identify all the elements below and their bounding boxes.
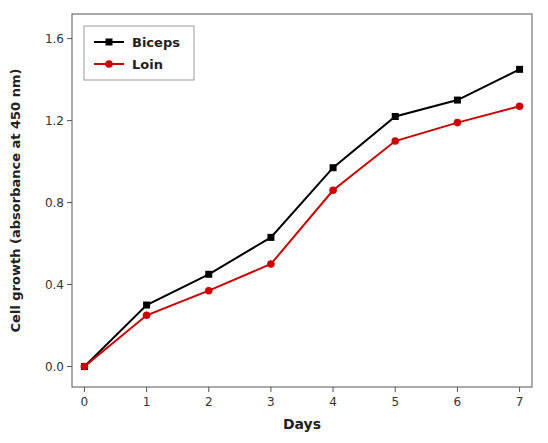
- legend-label: Loin: [132, 57, 163, 72]
- x-tick: [457, 387, 458, 392]
- x-tick: [395, 387, 396, 392]
- y-tick: [67, 120, 72, 121]
- x-tick-label: 7: [516, 395, 524, 409]
- y-tick: [67, 366, 72, 367]
- legend-label: Biceps: [132, 35, 180, 50]
- y-tick-label: 0.0: [45, 360, 64, 374]
- y-tick: [67, 202, 72, 203]
- x-tick: [146, 387, 147, 392]
- x-tick: [208, 387, 209, 392]
- x-tick-label: 1: [143, 395, 151, 409]
- x-tick-label: 0: [81, 395, 89, 409]
- data-point: [391, 137, 399, 145]
- x-tick-label: 6: [454, 395, 462, 409]
- legend-marker: [106, 39, 113, 46]
- y-tick: [67, 38, 72, 39]
- legend-marker: [105, 60, 113, 68]
- data-point: [81, 363, 89, 371]
- data-point: [143, 311, 151, 319]
- data-point: [329, 186, 337, 194]
- legend: Biceps Loin: [84, 26, 194, 80]
- legend-box: [84, 26, 194, 80]
- x-tick-label: 2: [205, 395, 213, 409]
- x-tick-label: 5: [391, 395, 399, 409]
- data-point: [392, 113, 399, 120]
- data-point: [516, 102, 524, 110]
- data-point: [516, 66, 523, 73]
- plot-data: [81, 66, 524, 370]
- axes: 0 1 2 3 4 5 6 7 0.0 0.4 0.8 1.2 1.6: [45, 32, 523, 409]
- x-tick: [519, 387, 520, 392]
- y-tick-label: 1.2: [45, 114, 64, 128]
- x-tick-label: 4: [329, 395, 337, 409]
- data-point: [454, 119, 462, 127]
- y-tick-label: 1.6: [45, 32, 64, 46]
- data-point: [330, 164, 337, 171]
- x-axis-label: Days: [283, 416, 321, 432]
- data-point: [267, 260, 275, 268]
- series-line: [84, 69, 519, 366]
- y-axis-label: Cell growth (absorbance at 450 nm): [8, 69, 23, 333]
- chart: 0 1 2 3 4 5 6 7 0.0 0.4 0.8 1.2 1.6 Days Cell growth (…: [0, 0, 548, 443]
- x-tick: [270, 387, 271, 392]
- y-tick: [67, 284, 72, 285]
- data-point: [454, 97, 461, 104]
- data-point: [205, 271, 212, 278]
- data-point: [267, 234, 274, 241]
- y-tick-label: 0.8: [45, 196, 64, 210]
- series-line: [84, 106, 519, 366]
- x-tick: [333, 387, 334, 392]
- data-point: [81, 363, 88, 370]
- x-tick-label: 3: [267, 395, 275, 409]
- data-point: [143, 302, 150, 309]
- x-tick: [84, 387, 85, 392]
- y-tick-label: 0.4: [45, 278, 64, 292]
- data-point: [205, 287, 213, 295]
- plot-frame: [72, 14, 532, 387]
